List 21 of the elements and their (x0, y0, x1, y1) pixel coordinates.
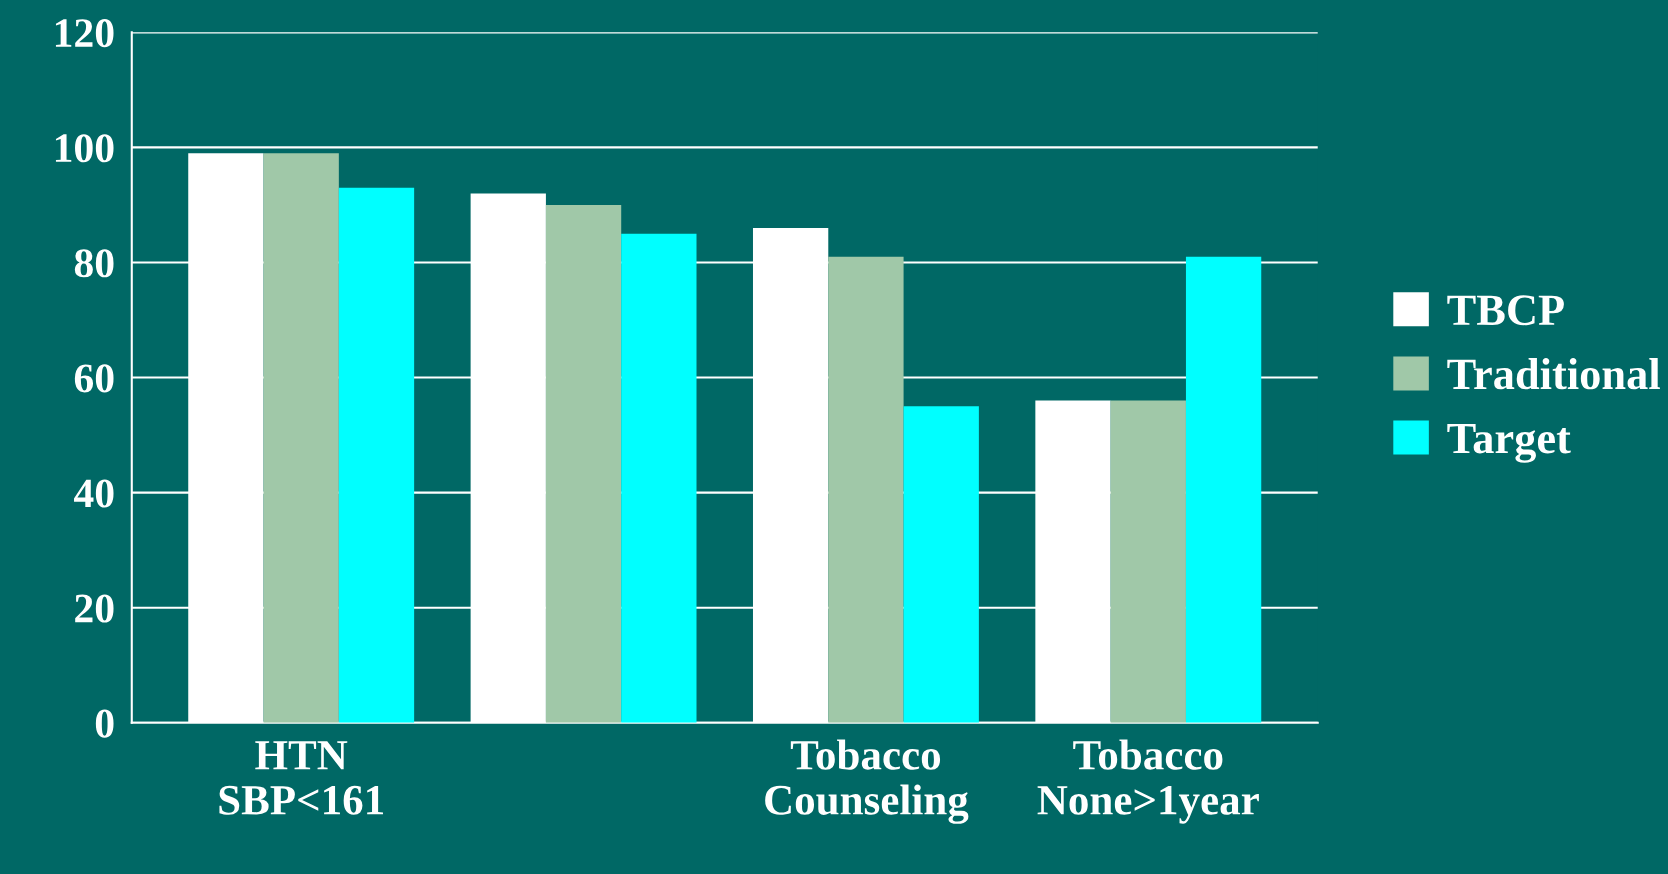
legend-label: Target (1447, 423, 1571, 463)
x-tick-label: HTN SBP<161 (219, 741, 384, 815)
y-tick-label: 20 (75, 594, 114, 623)
y-tick-label: 120 (55, 19, 114, 48)
y-tick-label: 0 (95, 709, 114, 738)
legend-label: TBCP (1447, 295, 1564, 326)
legend-label: Traditional (1447, 358, 1660, 390)
bar (338, 187, 415, 723)
bar (545, 204, 622, 723)
bar (621, 233, 697, 723)
y-tick-label: 40 (74, 479, 114, 508)
y-tick-label: 80 (74, 249, 114, 278)
y-tick-label: 100 (55, 134, 114, 163)
y-tick-label: 60 (74, 364, 114, 393)
bar (828, 256, 904, 723)
x-tick-label: Tobacco Counseling (765, 739, 969, 824)
x-tick-label: Tobacco None>1year (1037, 739, 1259, 824)
bar (1185, 256, 1262, 723)
bar (1110, 400, 1186, 723)
bar (263, 153, 339, 723)
bar (903, 406, 979, 723)
